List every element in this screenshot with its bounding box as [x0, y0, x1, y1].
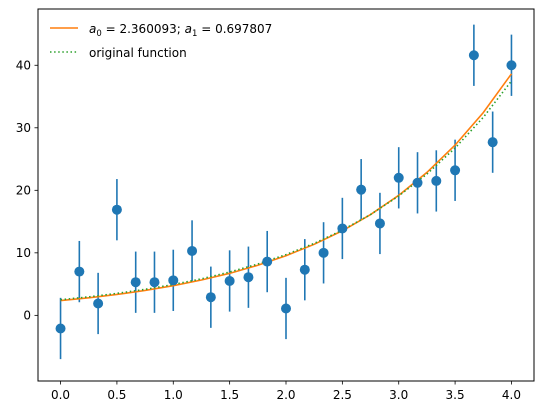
legend-a1-value: 0.697807	[215, 22, 272, 36]
y-tick-label: 30	[16, 121, 31, 135]
legend: a0 = 2.360093; a1 = 0.697807 original fu…	[50, 22, 272, 60]
data-point	[318, 247, 329, 258]
legend-fit-label: a0 = 2.360093; a1 = 0.697807	[89, 22, 272, 39]
data-point	[337, 223, 348, 234]
y-tick-label: 40	[16, 58, 31, 72]
x-tick-label: 2.0	[276, 388, 295, 402]
x-tick-label: 0.5	[107, 388, 126, 402]
fit-line	[60, 73, 513, 302]
line-layer	[60, 73, 513, 302]
data-point	[55, 323, 66, 334]
data-point	[168, 275, 179, 286]
x-tick-label: 1.5	[220, 388, 239, 402]
x-tick-label: 3.0	[389, 388, 408, 402]
y-tick-label: 0	[23, 308, 31, 322]
y-axis-ticks: 0 10 20 30 40	[16, 58, 38, 322]
data-point	[299, 264, 310, 275]
data-point	[243, 272, 254, 283]
data-point	[487, 137, 498, 148]
x-tick-label: 3.5	[446, 388, 465, 402]
data-point	[224, 275, 235, 286]
y-tick-label: 10	[16, 246, 31, 260]
x-axis-ticks: 0.0 0.5 1.0 1.5 2.0 2.5 3.0 3.5 4.0	[51, 381, 521, 402]
data-point	[111, 204, 122, 215]
data-point	[262, 256, 273, 267]
x-tick-label: 4.0	[502, 388, 521, 402]
data-point	[450, 165, 461, 176]
data-point	[281, 303, 291, 314]
data-point	[149, 277, 160, 288]
data-point	[506, 60, 517, 71]
x-tick-label: 0.0	[51, 388, 70, 402]
data-point	[130, 277, 141, 288]
data-point	[93, 298, 104, 309]
original-function-line	[60, 80, 513, 301]
point-layer	[55, 50, 517, 334]
x-tick-label: 1.0	[164, 388, 183, 402]
data-point	[205, 292, 216, 303]
data-point	[74, 266, 85, 277]
data-point	[412, 177, 423, 188]
data-point	[468, 50, 479, 61]
x-tick-label: 2.5	[333, 388, 352, 402]
data-point	[431, 175, 442, 186]
data-point	[374, 218, 385, 229]
legend-a0-value: 2.360093	[119, 22, 176, 36]
legend-original-label: original function	[89, 46, 187, 60]
y-tick-label: 20	[16, 183, 31, 197]
data-point	[187, 245, 198, 256]
data-point	[356, 184, 367, 195]
data-point	[393, 172, 404, 183]
